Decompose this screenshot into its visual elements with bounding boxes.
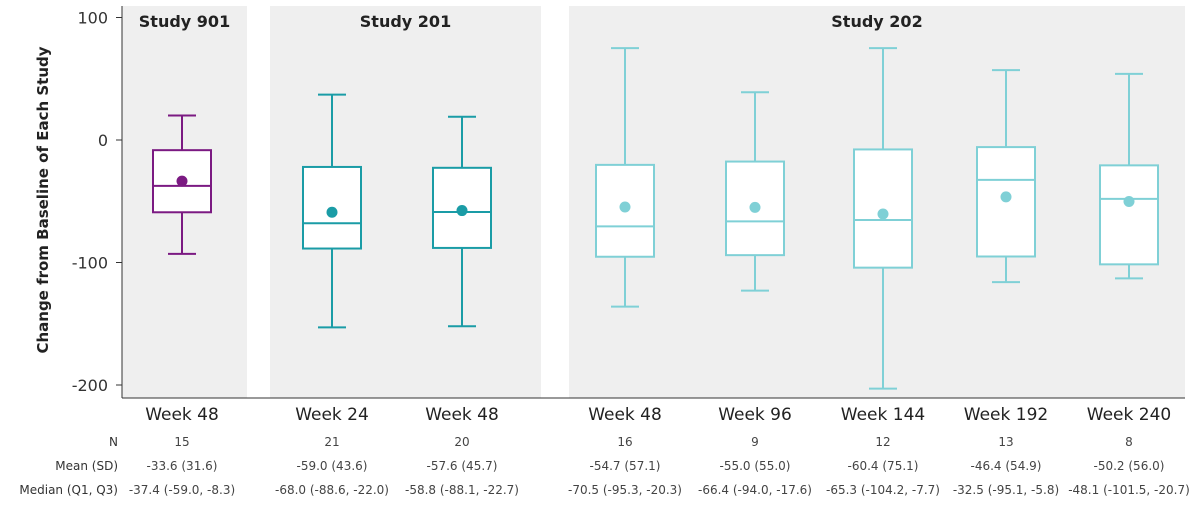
n-value: 9 — [751, 435, 759, 449]
row-label-median-q: Median (Q1, Q3) — [19, 483, 118, 497]
mean-marker — [176, 175, 188, 187]
x-tick-label: Week 192 — [964, 405, 1048, 425]
row-label-n: N — [109, 435, 118, 449]
mean-marker — [619, 201, 631, 213]
median-q-value: -58.8 (-88.1, -22.7) — [405, 483, 519, 497]
n-value: 13 — [998, 435, 1013, 449]
x-tick-label: Week 24 — [295, 405, 369, 425]
n-value: 8 — [1125, 435, 1133, 449]
median-q-value: -70.5 (-95.3, -20.3) — [568, 483, 682, 497]
mean-sd-value: -60.4 (75.1) — [848, 459, 919, 473]
n-value: 21 — [324, 435, 339, 449]
x-tick-label: Week 144 — [841, 405, 925, 425]
median-q-value: -32.5 (-95.1, -5.8) — [953, 483, 1059, 497]
iqr-box — [725, 160, 785, 257]
mean-sd-value: -55.0 (55.0) — [720, 459, 791, 473]
x-tick-label: Week 96 — [718, 405, 792, 425]
iqr-box — [1099, 164, 1159, 266]
mean-sd-value: -54.7 (57.1) — [590, 459, 661, 473]
row-label-mean-sd: Mean (SD) — [55, 459, 118, 473]
x-tick-label: Week 48 — [588, 405, 662, 425]
n-value: 15 — [174, 435, 189, 449]
panel-title: Study 901 — [139, 12, 230, 31]
y-tick-label: -100 — [72, 254, 108, 273]
panel-title: Study 201 — [360, 12, 451, 31]
mean-marker — [1000, 191, 1012, 203]
mean-sd-value: -33.6 (31.6) — [147, 459, 218, 473]
n-value: 20 — [454, 435, 469, 449]
mean-marker — [877, 208, 889, 220]
median-q-value: -68.0 (-88.6, -22.0) — [275, 483, 389, 497]
y-tick-label: -200 — [72, 376, 108, 395]
median-q-value: -65.3 (-104.2, -7.7) — [826, 483, 940, 497]
mean-marker — [749, 201, 761, 213]
n-value: 12 — [875, 435, 890, 449]
mean-sd-value: -50.2 (56.0) — [1094, 459, 1165, 473]
mean-sd-value: -57.6 (45.7) — [427, 459, 498, 473]
mean-sd-value: -59.0 (43.6) — [297, 459, 368, 473]
median-q-value: -37.4 (-59.0, -8.3) — [129, 483, 235, 497]
mean-marker — [326, 206, 338, 218]
mean-marker — [1123, 195, 1135, 207]
y-tick-label: 0 — [98, 131, 108, 150]
mean-marker — [456, 205, 468, 217]
n-value: 16 — [617, 435, 632, 449]
x-tick-label: Week 240 — [1087, 405, 1171, 425]
median-q-value: -66.4 (-94.0, -17.6) — [698, 483, 812, 497]
y-tick-label: 100 — [77, 9, 108, 28]
y-axis-label: Change from Baseline of Each Study — [34, 46, 52, 353]
median-q-value: -48.1 (-101.5, -20.7) — [1068, 483, 1190, 497]
mean-sd-value: -46.4 (54.9) — [971, 459, 1042, 473]
x-tick-label: Week 48 — [145, 405, 219, 425]
x-tick-label: Week 48 — [425, 405, 499, 425]
panel-title: Study 202 — [831, 12, 922, 31]
